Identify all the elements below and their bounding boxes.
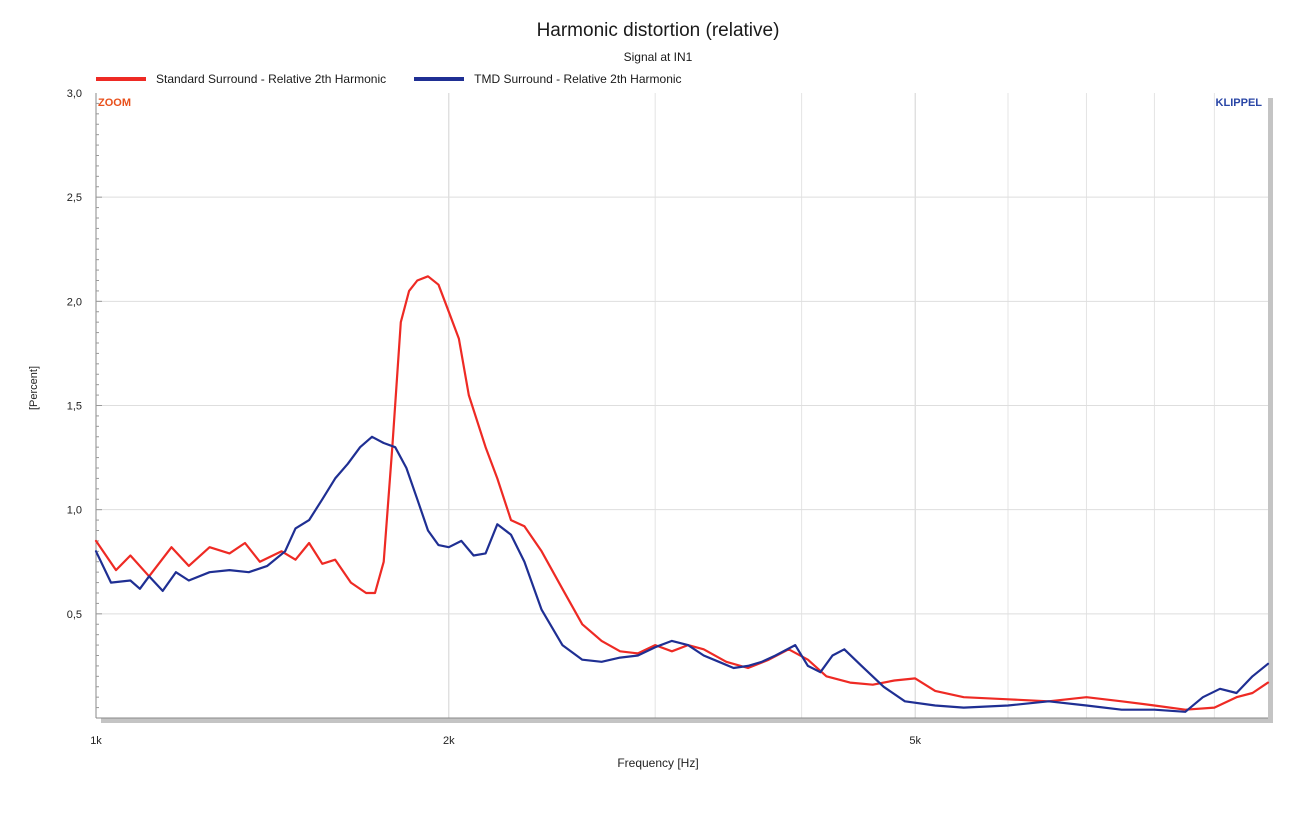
chart-subtitle: Signal at IN1	[623, 50, 693, 64]
x-tick-label: 2k	[443, 735, 455, 747]
y-tick-label: 3,0	[67, 88, 82, 100]
chart-legend: Standard Surround - Relative 2th Harmoni…	[96, 72, 710, 86]
legend-swatch-tmd	[414, 77, 465, 81]
y-tick-label: 1,0	[67, 505, 82, 517]
legend-item-standard[interactable]: Standard Surround - Relative 2th Harmoni…	[96, 72, 386, 86]
x-tick-label: 5k	[909, 735, 921, 747]
legend-item-tmd[interactable]: TMD Surround - Relative 2th Harmonic	[414, 72, 682, 86]
x-tick-label: 1k	[90, 735, 102, 747]
series-line-standard	[94, 275, 1270, 711]
y-tick-label: 2,0	[67, 296, 82, 308]
chart-title: Harmonic distortion (relative)	[536, 20, 780, 41]
x-axis-label: Frequency [Hz]	[617, 756, 699, 770]
legend-label-standard: Standard Surround - Relative 2th Harmoni…	[156, 72, 387, 86]
zoom-label: ZOOM	[98, 97, 131, 109]
y-tick-label: 0,5	[67, 609, 82, 621]
klippel-label: KLIPPEL	[1216, 97, 1263, 109]
legend-label-tmd: TMD Surround - Relative 2th Harmonic	[474, 72, 682, 86]
series-line-tmd	[94, 435, 1270, 713]
y-tick-label: 1,5	[67, 401, 82, 413]
legend-swatch-standard	[96, 77, 146, 81]
y-tick-label: 2,5	[67, 192, 82, 204]
